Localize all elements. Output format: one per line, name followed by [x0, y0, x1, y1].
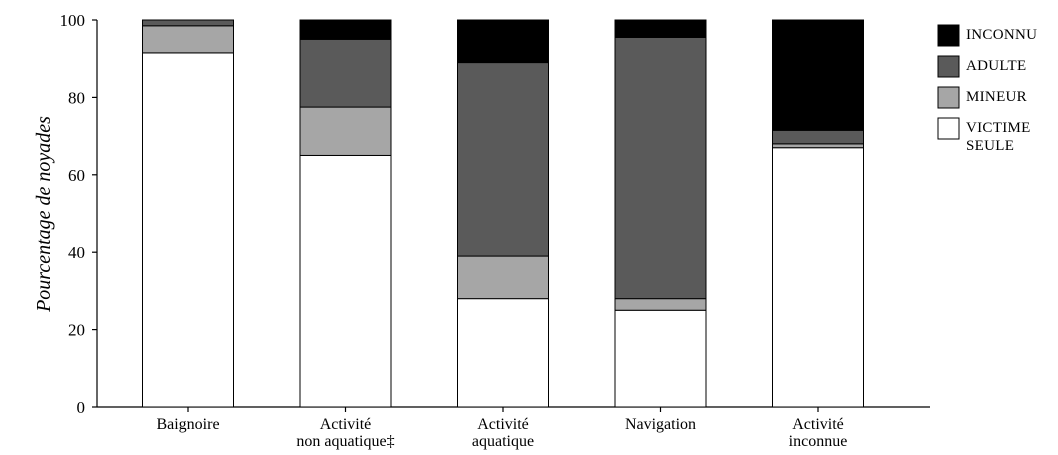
bar-segment	[772, 129, 864, 145]
legend-label: MINEUR	[966, 89, 1027, 105]
x-tick-label: Navigation	[625, 416, 696, 433]
x-tick-label: Baignoire	[156, 416, 219, 433]
bar-segment	[299, 38, 392, 108]
legend-label: VICTIME SEULE	[966, 120, 1031, 154]
y-tick-label: 40	[68, 243, 85, 262]
bar-segment	[614, 298, 707, 311]
bar-segment	[457, 62, 549, 257]
bar-segment	[614, 36, 707, 300]
legend-swatch	[937, 117, 960, 140]
bar-segment	[772, 147, 864, 408]
bar-segment	[457, 255, 549, 300]
plot-area: 0 20 40 60 80 100 Baignoire Activité non aquatiq…	[60, 11, 930, 450]
bar-segment	[299, 106, 392, 156]
legend-swatch	[937, 55, 960, 78]
y-axis-label: Pourcentage de noyades	[33, 116, 55, 313]
bar-segment	[142, 52, 234, 408]
y-tick-label: 60	[68, 166, 85, 185]
x-tick-label: Activité aquatique	[472, 416, 534, 450]
bar-segment	[772, 19, 864, 131]
y-tick-label: 80	[68, 88, 85, 107]
legend: INCONNU ADULTE MINEUR VICTIME SEULE	[937, 24, 1037, 154]
bar-segment	[457, 298, 549, 408]
y-tick-label: 100	[60, 11, 86, 30]
bar-segment	[772, 143, 864, 149]
legend-label: INCONNU	[966, 27, 1037, 43]
legend-swatch	[937, 86, 960, 109]
bar-segment	[142, 25, 234, 54]
bar-segment	[614, 19, 707, 38]
bar-segment	[299, 19, 392, 40]
x-tick-label: Activité non aquatique‡	[296, 416, 394, 450]
x-tick-label: Activité inconnue	[789, 416, 848, 450]
bar-segment	[457, 19, 549, 64]
legend-label: ADULTE	[966, 58, 1026, 74]
y-tick-label: 20	[68, 321, 85, 340]
legend-swatch	[937, 24, 960, 47]
bar-segment	[142, 19, 234, 27]
y-tick-label: 0	[77, 398, 86, 417]
bar-segment	[614, 309, 707, 408]
bar-segment	[299, 154, 392, 408]
